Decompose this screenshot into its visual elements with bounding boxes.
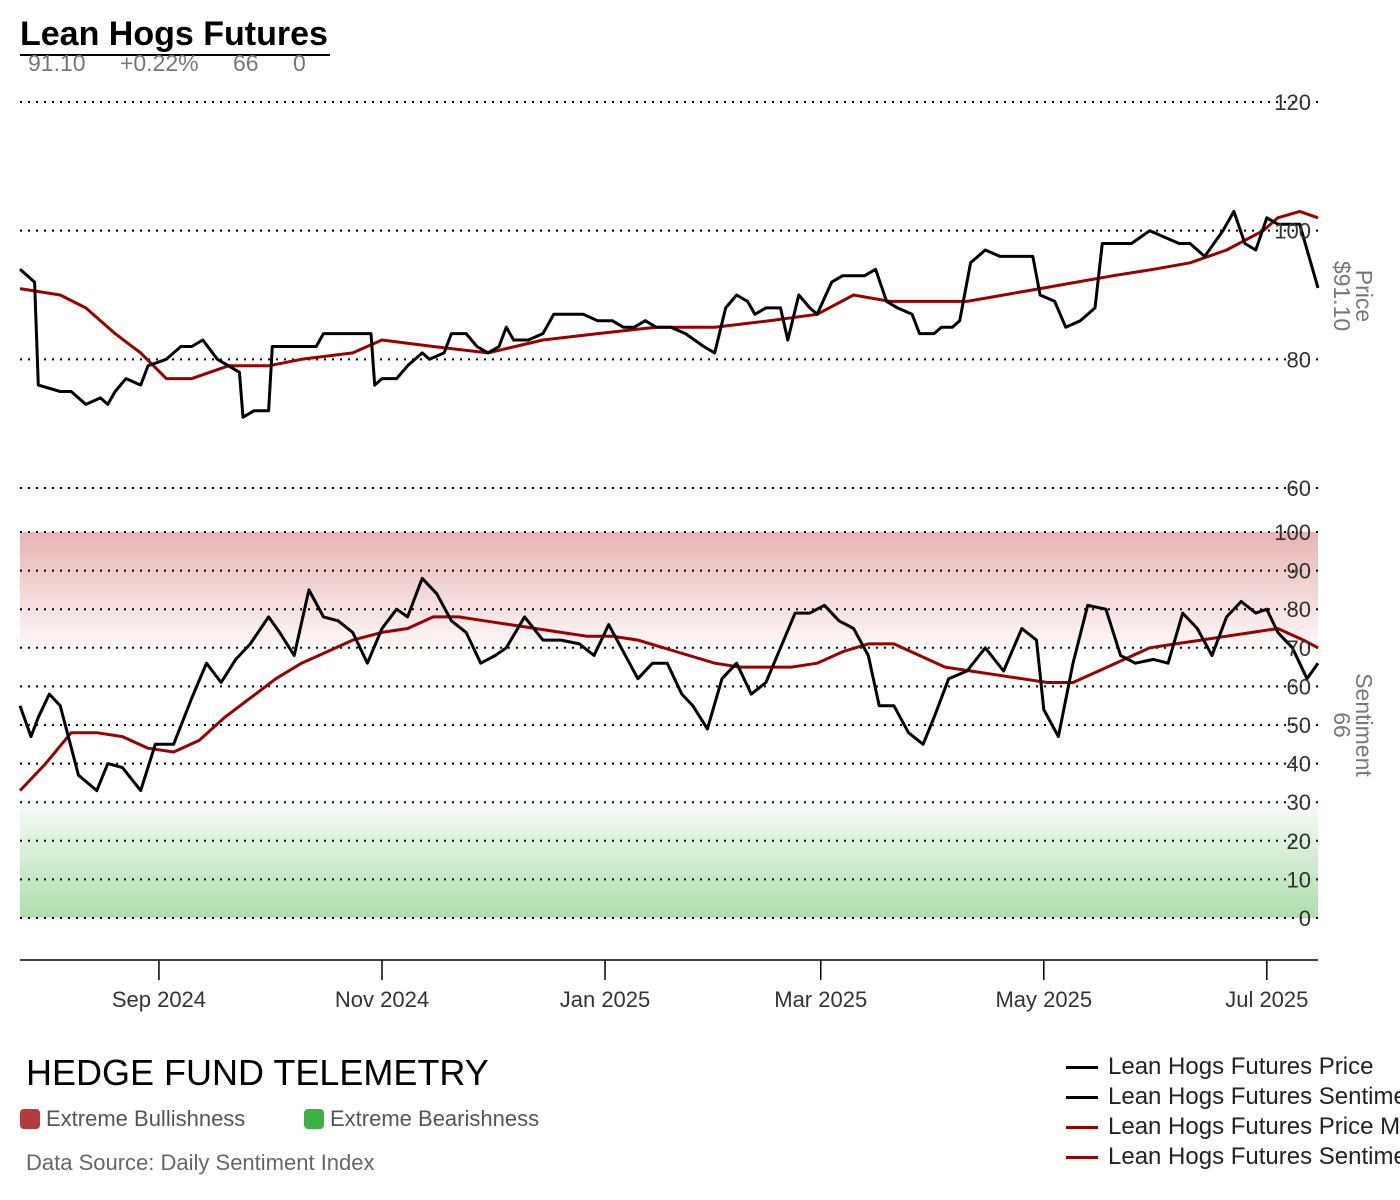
extra-value: 0 [292, 50, 306, 76]
legend: Lean Hogs Futures Price Lean Hogs Future… [1066, 1052, 1400, 1172]
sentiment-y-tick-label: 30 [1287, 790, 1311, 815]
legend-line [1066, 1125, 1098, 1129]
x-tick-label: Jul 2025 [1225, 987, 1308, 1012]
x-tick-label: Mar 2025 [774, 987, 867, 1012]
grid-lines [20, 101, 1318, 919]
bear-zone [20, 802, 1318, 918]
bull-key: Extreme Bullishness [20, 1106, 245, 1132]
last-price: 91.10 [28, 50, 86, 76]
x-tick-label: May 2025 [995, 987, 1092, 1012]
data-source: Data Source: Daily Sentiment Index [26, 1150, 375, 1175]
price-y-tick-label: 100 [1274, 219, 1311, 244]
legend-label: Lean Hogs Futures Sentiment MA [1108, 1143, 1400, 1170]
series-lines [18, 209, 1320, 793]
axis-labels: 60 80 100 120 0 10 20 30 40 50 60 70 80 90 100 Price$91… [1274, 90, 1377, 931]
sentiment-axis-title: Sentiment [1351, 673, 1377, 777]
bull-key-label: Extreme Bullishness [46, 1106, 246, 1131]
legend-item: Lean Hogs Futures Sentiment [1066, 1082, 1400, 1112]
x-axis: Sep 2024 Nov 2024 Jan 2025 Mar 2025 May 2025… [20, 959, 1318, 1012]
bull-swatch [20, 1109, 40, 1129]
legend-line [1066, 1155, 1098, 1159]
sentiment-ma-line [18, 615, 1319, 792]
chart-title: Lean Hogs Futures [20, 14, 330, 56]
sentiment-y-tick-label: 40 [1287, 752, 1311, 777]
bear-key-label: Extreme Bearishness [330, 1106, 540, 1131]
sentiment-current-label: 66 [1329, 712, 1355, 738]
bear-key: Extreme Bearishness [304, 1106, 539, 1132]
quote-row: 91.10 +0.22% 66 0 [28, 50, 334, 77]
bear-swatch [304, 1109, 324, 1129]
bull-zone [20, 532, 1318, 648]
x-tick-label: Jan 2025 [560, 987, 651, 1012]
legend-label: Lean Hogs Futures Price MA [1108, 1113, 1400, 1140]
brand-name: HEDGE FUND TELEMETRY [26, 1052, 489, 1093]
legend-line [1066, 1065, 1098, 1069]
sentiment-value: 66 [233, 50, 259, 76]
legend-item: Lean Hogs Futures Sentiment MA [1066, 1142, 1400, 1172]
price-current-label: $91.10 [1329, 261, 1355, 331]
price-y-tick-label: 80 [1287, 347, 1311, 372]
legend-label: Lean Hogs Futures Price [1108, 1053, 1374, 1080]
price-y-tick-label: 120 [1274, 90, 1311, 115]
legend-item: Lean Hogs Futures Price [1066, 1052, 1400, 1082]
price-y-tick-label: 60 [1287, 476, 1311, 501]
sentiment-y-tick-label: 10 [1287, 867, 1311, 892]
sentiment-y-tick-label: 80 [1287, 597, 1311, 622]
price-line [19, 209, 1320, 419]
sentiment-y-tick-label: 20 [1287, 829, 1311, 854]
sentiment-y-tick-label: 90 [1287, 559, 1311, 584]
sentiment-line [18, 576, 1320, 793]
sentiment-zones [20, 532, 1318, 918]
sentiment-y-tick-label: 100 [1274, 520, 1311, 545]
sentiment-y-tick-label: 0 [1299, 906, 1311, 931]
price-axis-title: Price [1351, 270, 1377, 322]
sentiment-y-tick-label: 60 [1287, 674, 1311, 699]
sentiment-y-tick-label: 70 [1287, 636, 1311, 661]
x-tick-label: Nov 2024 [335, 987, 429, 1012]
sentiment-y-tick-label: 50 [1287, 713, 1311, 738]
legend-item: Lean Hogs Futures Price MA [1066, 1112, 1400, 1142]
price-change: +0.22% [119, 50, 199, 76]
legend-label: Lean Hogs Futures Sentiment [1108, 1083, 1400, 1110]
x-tick-label: Sep 2024 [112, 987, 206, 1012]
price-ma-line [19, 209, 1319, 381]
legend-line [1066, 1095, 1098, 1099]
